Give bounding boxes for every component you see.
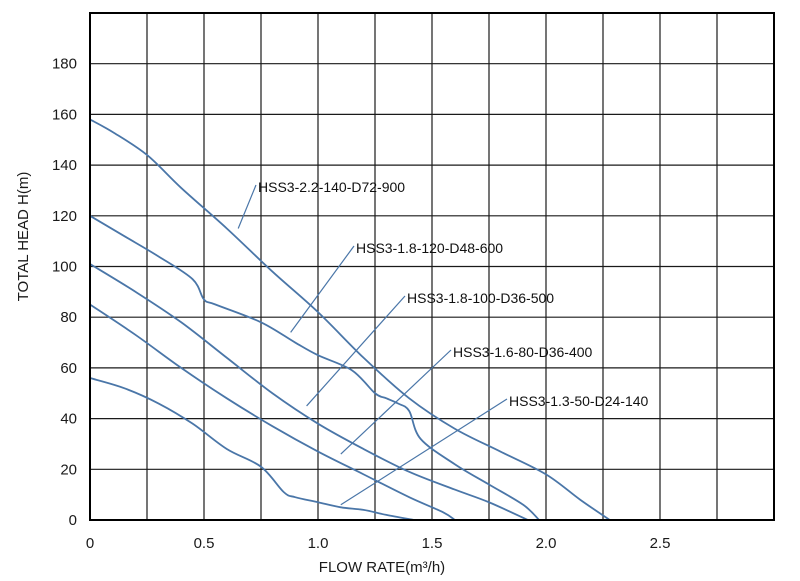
leader-line bbox=[340, 349, 452, 455]
y-tick-label: 160 bbox=[52, 106, 77, 123]
grid bbox=[90, 13, 774, 520]
curve-HSS3-1.6-80-D36-400 bbox=[89, 303, 456, 521]
y-tick-labels: 0 20 40 60 80 100 120 140 160 180 bbox=[52, 56, 77, 529]
x-axis-title: FLOW RATE(m³/h) bbox=[319, 559, 445, 576]
x-tick-labels: 0 0.5 1.0 1.5 2.0 2.5 bbox=[86, 535, 671, 552]
series-label: HSS3-2.2-140-D72-900 bbox=[258, 179, 405, 195]
curve-HSS3-1.8-100-D36-500 bbox=[89, 263, 529, 521]
series-label: HSS3-1.8-100-D36-500 bbox=[407, 290, 554, 306]
y-tick-label: 40 bbox=[60, 411, 77, 428]
x-tick-label: 0.5 bbox=[194, 535, 215, 552]
leader-line bbox=[237, 184, 257, 229]
curve-HSS3-1.8-120-D48-600 bbox=[89, 214, 541, 521]
x-tick-label: 2.0 bbox=[536, 535, 557, 552]
y-tick-label: 140 bbox=[52, 157, 77, 174]
series-label: HSS3-1.8-120-D48-600 bbox=[356, 240, 503, 256]
x-tick-label: 0 bbox=[86, 535, 94, 552]
performance-curves bbox=[89, 118, 611, 521]
y-tick-label: 60 bbox=[60, 360, 77, 377]
x-tick-label: 2.5 bbox=[650, 535, 671, 552]
y-tick-label: 100 bbox=[52, 259, 77, 276]
series-labels: HSS3-2.2-140-D72-900 HSS3-1.8-120-D48-600… bbox=[258, 179, 649, 409]
x-tick-label: 1.0 bbox=[308, 535, 329, 552]
y-tick-label: 80 bbox=[60, 309, 77, 326]
y-tick-label: 20 bbox=[60, 461, 77, 478]
series-label: HSS3-1.6-80-D36-400 bbox=[453, 344, 593, 360]
curve-HSS3-2.2-140-D72-900 bbox=[89, 118, 611, 521]
y-tick-label: 180 bbox=[52, 56, 77, 73]
leader-line bbox=[306, 295, 406, 407]
leader-line bbox=[290, 245, 355, 333]
annotation-leaders bbox=[237, 184, 508, 506]
series-label: HSS3-1.3-50-D24-140 bbox=[509, 393, 649, 409]
y-tick-label: 120 bbox=[52, 208, 77, 225]
y-axis-title: TOTAL HEAD H(m) bbox=[15, 172, 32, 302]
curve-HSS3-1.3-50-D24-140 bbox=[89, 377, 415, 521]
plot-frame bbox=[89, 12, 775, 521]
leader-line bbox=[340, 398, 508, 506]
y-tick-label: 0 bbox=[69, 512, 77, 529]
x-tick-label: 1.5 bbox=[422, 535, 443, 552]
